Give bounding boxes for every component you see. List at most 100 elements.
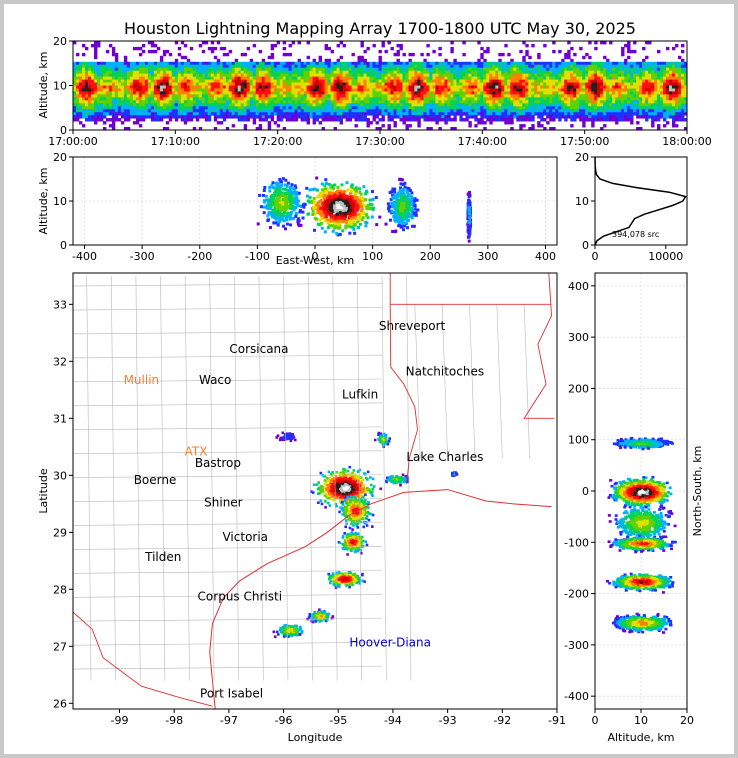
density-cell xyxy=(177,67,182,72)
density-cell xyxy=(105,76,110,80)
density-cell xyxy=(408,97,412,101)
density-cell xyxy=(192,85,197,89)
density-cell xyxy=(540,82,544,86)
density-cell xyxy=(651,106,655,110)
density-cell xyxy=(94,55,98,60)
density-cell xyxy=(483,88,487,92)
density-cell xyxy=(162,97,167,101)
density-cell xyxy=(327,67,331,72)
density-cell xyxy=(672,70,676,75)
density-cell xyxy=(483,112,487,116)
ew-source xyxy=(300,205,303,208)
density-cell xyxy=(330,67,334,72)
density-cell xyxy=(237,76,242,80)
density-cell xyxy=(174,70,179,75)
density-cell xyxy=(570,118,574,122)
density-cell xyxy=(627,91,631,95)
density-cell xyxy=(312,82,316,86)
density-cell xyxy=(129,100,134,104)
density-cell xyxy=(207,61,212,66)
density-cell xyxy=(171,115,176,119)
density-cell xyxy=(201,88,206,92)
density-cell xyxy=(306,115,310,119)
density-cell xyxy=(207,118,212,122)
density-cell xyxy=(393,94,397,98)
density-cell xyxy=(549,82,553,86)
density-cell xyxy=(135,82,140,86)
density-cell xyxy=(237,70,242,75)
density-cell xyxy=(489,73,493,77)
density-cell xyxy=(294,94,298,98)
density-cell xyxy=(195,70,200,75)
density-cell xyxy=(390,85,394,89)
density-cell xyxy=(678,79,682,83)
density-cell xyxy=(174,109,179,113)
density-cell xyxy=(378,58,382,63)
density-cell xyxy=(79,85,83,89)
density-cell xyxy=(669,91,673,95)
density-cell xyxy=(318,94,322,98)
density-cell xyxy=(327,97,331,101)
density-cell xyxy=(147,91,152,95)
density-cell xyxy=(636,88,640,92)
density-cell xyxy=(567,91,571,95)
density-cell xyxy=(681,112,685,116)
density-cell xyxy=(306,79,310,83)
density-cell xyxy=(414,115,418,119)
density-cell xyxy=(654,112,658,116)
density-cell xyxy=(351,100,355,104)
density-cell xyxy=(282,112,287,116)
density-cell xyxy=(441,106,445,110)
density-cell xyxy=(312,118,316,122)
density-cell xyxy=(405,124,409,128)
density-cell xyxy=(567,76,571,80)
density-cell xyxy=(97,64,101,69)
density-cell xyxy=(282,73,287,77)
density-cell xyxy=(504,118,508,122)
density-cell xyxy=(156,73,161,77)
density-cell xyxy=(180,106,185,110)
density-cell xyxy=(540,64,544,69)
density-cell xyxy=(429,103,433,107)
density-cell xyxy=(474,124,478,128)
density-cell xyxy=(213,91,218,95)
density-cell xyxy=(381,115,385,119)
density-cell xyxy=(264,61,269,66)
density-cell xyxy=(543,73,547,77)
density-cell xyxy=(516,97,520,101)
density-cell xyxy=(348,61,352,66)
density-cell xyxy=(91,100,95,104)
density-cell xyxy=(306,121,310,125)
density-cell xyxy=(387,41,391,45)
density-cell xyxy=(387,61,391,66)
density-cell xyxy=(477,94,481,98)
density-cell xyxy=(519,103,523,107)
density-cell xyxy=(222,67,227,72)
density-cell xyxy=(540,79,544,83)
density-cell xyxy=(654,109,658,113)
density-cell xyxy=(336,67,340,72)
density-cell xyxy=(426,115,430,119)
density-cell xyxy=(204,112,209,116)
density-cell xyxy=(258,82,263,86)
density-cell xyxy=(582,73,586,77)
density-cell xyxy=(420,70,424,75)
density-cell xyxy=(639,94,643,98)
density-cell xyxy=(183,73,188,77)
density-cell xyxy=(141,109,146,113)
ew-source xyxy=(359,192,363,196)
density-cell xyxy=(198,112,203,116)
ew-source xyxy=(364,192,368,196)
density-cell xyxy=(100,76,104,80)
density-cell xyxy=(381,103,385,107)
density-cell xyxy=(153,94,158,98)
density-cell xyxy=(198,100,203,104)
density-cell xyxy=(549,85,553,89)
density-cell xyxy=(97,44,101,48)
density-cell xyxy=(351,64,355,69)
density-cell xyxy=(369,106,373,110)
density-cell xyxy=(94,109,98,113)
density-cell xyxy=(672,97,676,101)
density-cell xyxy=(435,94,439,98)
density-cell xyxy=(288,100,292,104)
